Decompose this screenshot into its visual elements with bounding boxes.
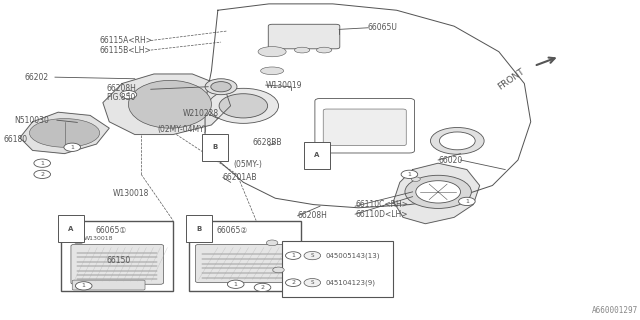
Text: B: B — [212, 144, 217, 150]
FancyBboxPatch shape — [323, 109, 406, 146]
Circle shape — [440, 132, 475, 150]
Text: 66202: 66202 — [25, 73, 49, 82]
Text: 66180: 66180 — [4, 135, 28, 144]
Circle shape — [76, 282, 92, 290]
Text: 1: 1 — [291, 253, 295, 258]
Text: 66065①: 66065① — [95, 226, 127, 235]
Polygon shape — [394, 163, 479, 224]
Ellipse shape — [129, 80, 211, 128]
Text: A: A — [68, 226, 74, 231]
Text: 66065U: 66065U — [368, 23, 398, 32]
Text: 66115A<RH>: 66115A<RH> — [100, 36, 153, 45]
Circle shape — [459, 197, 475, 205]
Text: W210228: W210228 — [182, 109, 219, 118]
Text: 6628BB: 6628BB — [253, 138, 282, 147]
Circle shape — [285, 252, 301, 260]
Text: (02MY-04MY): (02MY-04MY) — [157, 125, 207, 134]
Text: B: B — [196, 226, 202, 231]
Text: W130018: W130018 — [113, 189, 149, 198]
Circle shape — [34, 159, 51, 167]
Circle shape — [219, 94, 268, 118]
Text: A660001297: A660001297 — [592, 306, 638, 315]
Text: 2: 2 — [291, 280, 295, 285]
Text: (05MY-): (05MY-) — [234, 160, 262, 169]
Circle shape — [304, 278, 321, 287]
Text: 66208H: 66208H — [106, 84, 136, 93]
FancyBboxPatch shape — [195, 244, 294, 283]
Text: 1: 1 — [234, 282, 237, 287]
Circle shape — [266, 240, 278, 246]
Circle shape — [227, 280, 244, 288]
Ellipse shape — [294, 47, 310, 53]
Text: S: S — [310, 253, 314, 258]
Polygon shape — [103, 74, 230, 134]
Text: 1: 1 — [70, 145, 74, 150]
Ellipse shape — [29, 119, 100, 147]
Circle shape — [120, 91, 137, 99]
Text: 2: 2 — [260, 285, 264, 290]
Ellipse shape — [258, 47, 286, 57]
Text: FRONT: FRONT — [495, 66, 526, 91]
Circle shape — [208, 88, 278, 123]
FancyBboxPatch shape — [268, 24, 340, 49]
Polygon shape — [20, 112, 109, 154]
Text: 1: 1 — [465, 199, 469, 204]
Text: W130019: W130019 — [266, 81, 302, 90]
Circle shape — [304, 252, 321, 260]
Circle shape — [34, 170, 51, 179]
Text: 1: 1 — [82, 283, 86, 288]
Circle shape — [285, 279, 301, 286]
Circle shape — [254, 283, 271, 292]
Text: 1: 1 — [127, 92, 131, 97]
Ellipse shape — [260, 67, 284, 75]
Text: 045104123(9): 045104123(9) — [325, 279, 375, 286]
Circle shape — [405, 175, 471, 208]
Text: 66150: 66150 — [106, 256, 131, 265]
FancyBboxPatch shape — [189, 220, 301, 291]
Text: FIG.850: FIG.850 — [106, 93, 136, 102]
Text: N510030: N510030 — [15, 116, 50, 125]
Circle shape — [64, 143, 81, 151]
Text: 66110D<LH>: 66110D<LH> — [355, 210, 408, 219]
Circle shape — [412, 177, 420, 181]
FancyBboxPatch shape — [61, 220, 173, 291]
Circle shape — [273, 267, 284, 273]
Text: S: S — [310, 280, 314, 285]
Text: 66110C<RH>: 66110C<RH> — [355, 200, 408, 209]
Circle shape — [205, 79, 237, 95]
Text: 1: 1 — [408, 172, 412, 177]
Text: W130018: W130018 — [84, 236, 113, 241]
Text: A: A — [314, 152, 319, 158]
Text: 66115B<LH>: 66115B<LH> — [100, 45, 152, 55]
FancyBboxPatch shape — [71, 244, 164, 284]
Circle shape — [211, 82, 231, 92]
Text: 2: 2 — [40, 172, 44, 177]
Text: 1: 1 — [40, 161, 44, 166]
Text: 66201AB: 66201AB — [223, 173, 257, 182]
Text: 66020: 66020 — [438, 156, 462, 164]
FancyBboxPatch shape — [282, 241, 394, 297]
Text: 66208H: 66208H — [298, 211, 328, 220]
Circle shape — [74, 239, 84, 244]
Text: 045005143(13): 045005143(13) — [325, 252, 380, 259]
FancyBboxPatch shape — [72, 280, 145, 290]
Circle shape — [416, 181, 461, 203]
Circle shape — [401, 170, 418, 179]
Ellipse shape — [317, 47, 332, 53]
Text: 66065②: 66065② — [216, 226, 248, 235]
FancyBboxPatch shape — [315, 99, 415, 153]
Circle shape — [431, 127, 484, 154]
